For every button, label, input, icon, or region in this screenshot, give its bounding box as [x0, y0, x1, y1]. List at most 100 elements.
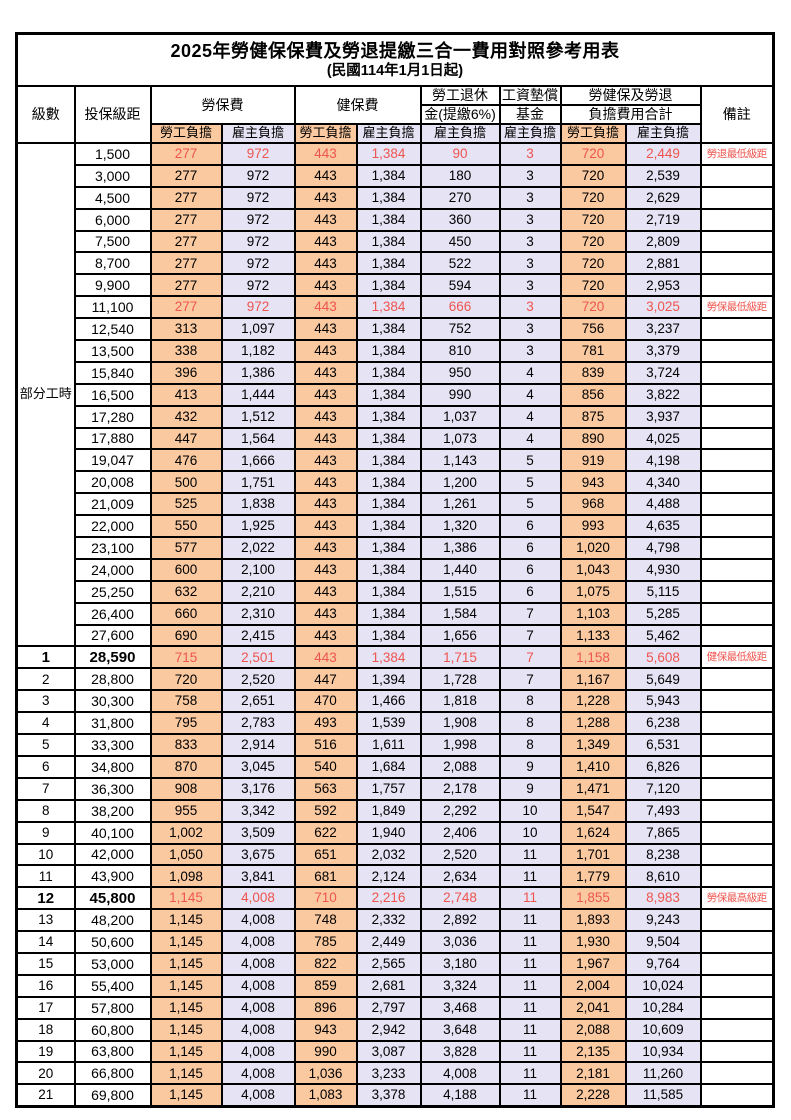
- cell-value: 1,466: [355, 689, 422, 714]
- cell-value: 2,310: [220, 601, 296, 626]
- cell-level: 14: [15, 930, 76, 954]
- cell-value: 1,020: [559, 536, 627, 560]
- cell-level: 11: [15, 864, 76, 889]
- table-title-cell: 2025年勞健保保費及勞退提繳三合一費用對照參考用表 (民國114年1月1日起): [15, 32, 775, 87]
- cell-value: 1,098: [149, 864, 223, 889]
- table-row: 9,900 277 972 443 1,384 594 3 720 2,953: [17, 273, 775, 298]
- cell-bracket: 28,800: [73, 667, 152, 692]
- cell-value: 1,384: [355, 601, 422, 626]
- table-row: 19 63,800 1,145 4,008 990 3,087 3,828 11 2,135 10…: [15, 1039, 775, 1064]
- cell-value: 9: [498, 776, 562, 801]
- cell-value: 3,036: [419, 930, 501, 954]
- cell-value: 338: [149, 339, 223, 363]
- cell-value: 4: [498, 404, 562, 429]
- cell-value: 7: [498, 667, 562, 692]
- table-row: 22,000 550 1,925 443 1,384 1,320 6 993 4,635: [17, 514, 775, 539]
- cell-level: 8: [15, 798, 76, 823]
- cell-value: 11: [498, 1039, 562, 1064]
- cell-bracket: 57,800: [73, 995, 152, 1020]
- cell-value: 2,797: [355, 995, 422, 1020]
- cell-value: 1,384: [355, 492, 422, 517]
- cell-value: 313: [149, 317, 223, 342]
- cell-value: 4,008: [220, 930, 296, 954]
- cell-bracket: 31,800: [73, 711, 152, 736]
- cell-remark: [699, 317, 775, 342]
- cell-value: 10,934: [624, 1039, 702, 1064]
- col-header-remarks: 備註: [699, 85, 775, 144]
- cell-value: 2,100: [220, 557, 296, 582]
- cell-value: 1,167: [559, 667, 627, 692]
- cell-value: 972: [220, 229, 296, 254]
- cell-value: 270: [419, 185, 501, 210]
- cell-value: 1,384: [355, 273, 422, 298]
- cell-value: 2,292: [419, 798, 501, 823]
- cell-value: 11: [498, 908, 562, 933]
- cell-value: 10: [498, 798, 562, 823]
- cell-value: 1,925: [220, 514, 296, 539]
- cell-value: 3,025: [624, 295, 702, 320]
- cell-value: 2,881: [624, 251, 702, 276]
- cell-value: 5,649: [624, 667, 702, 692]
- col-header-labor-insurance: 勞保費: [149, 85, 296, 125]
- cell-value: 1,384: [355, 536, 422, 560]
- cell-value: 277: [149, 251, 223, 276]
- cell-remark: [699, 1083, 775, 1108]
- cell-value: 3,237: [624, 317, 702, 342]
- cell-value: 720: [559, 163, 627, 188]
- cell-value: 2,539: [624, 163, 702, 188]
- cell-value: 11: [498, 995, 562, 1020]
- cell-value: 1,145: [149, 908, 223, 933]
- cell-value: 5,462: [624, 623, 702, 648]
- cell-value: 2,520: [220, 667, 296, 692]
- col-header-level: 級數: [15, 85, 76, 144]
- cell-bracket: 11,100: [73, 295, 152, 320]
- table-row: 20 66,800 1,145 4,008 1,036 3,233 4,008 11 2,181…: [15, 1061, 775, 1086]
- cell-level: 17: [15, 995, 76, 1020]
- cell-remark: [699, 163, 775, 188]
- cell-level: 3: [15, 689, 76, 714]
- cell-value: 1,043: [559, 557, 627, 582]
- table-row: 6,000 277 972 443 1,384 360 3 720 2,719: [17, 207, 775, 232]
- cell-value: 6: [498, 536, 562, 560]
- cell-value: 4,198: [624, 448, 702, 473]
- cell-value: 3,045: [220, 754, 296, 779]
- cell-value: 3,724: [624, 360, 702, 385]
- table-row: 5 33,300 833 2,914 516 1,611 1,998 8 1,349 6,531: [15, 733, 775, 757]
- cell-value: 6,531: [624, 733, 702, 757]
- header-row-2: 金(提繳6%) 基金 負擔費用合計: [17, 104, 774, 125]
- cell-value: 1,228: [559, 689, 627, 714]
- cell-value: 2,332: [355, 908, 422, 933]
- cell-value: 3,379: [624, 339, 702, 363]
- cell-value: 1,349: [559, 733, 627, 757]
- cell-value: 972: [220, 295, 296, 320]
- cell-value: 1,611: [355, 733, 422, 757]
- cell-value: 1,384: [355, 557, 422, 582]
- cell-remark: [699, 864, 775, 889]
- cell-remark: [699, 448, 775, 473]
- cell-value: 875: [559, 404, 627, 429]
- cell-value: 1,838: [220, 492, 296, 517]
- cell-value: 11: [498, 951, 562, 976]
- cell-value: 500: [149, 470, 223, 495]
- table-row: 15 53,000 1,145 4,008 822 2,565 3,180 11 1,967 9,…: [15, 951, 775, 976]
- cell-value: 2,501: [220, 645, 296, 670]
- cell-value: 4,008: [419, 1061, 501, 1086]
- cell-remark: [699, 689, 775, 714]
- cell-value: 443: [293, 273, 358, 298]
- cell-remark: [699, 601, 775, 626]
- cell-value: 1,261: [419, 492, 501, 517]
- cell-value: 950: [419, 360, 501, 385]
- cell-value: 443: [293, 492, 358, 517]
- cell-bracket: 13,500: [73, 339, 152, 363]
- table-row: 7,500 277 972 443 1,384 450 3 720 2,809: [17, 229, 775, 254]
- cell-value: 1,384: [355, 579, 422, 604]
- cell-value: 90: [419, 142, 501, 166]
- cell-value: 3,180: [419, 951, 501, 976]
- cell-value: 3,675: [220, 842, 296, 867]
- cell-remark: [699, 973, 775, 998]
- cell-value: 3,087: [355, 1039, 422, 1064]
- cell-bracket: 66,800: [73, 1061, 152, 1086]
- cell-value: 1,103: [559, 601, 627, 626]
- cell-value: 1,666: [220, 448, 296, 473]
- cell-value: 4,008: [220, 1061, 296, 1086]
